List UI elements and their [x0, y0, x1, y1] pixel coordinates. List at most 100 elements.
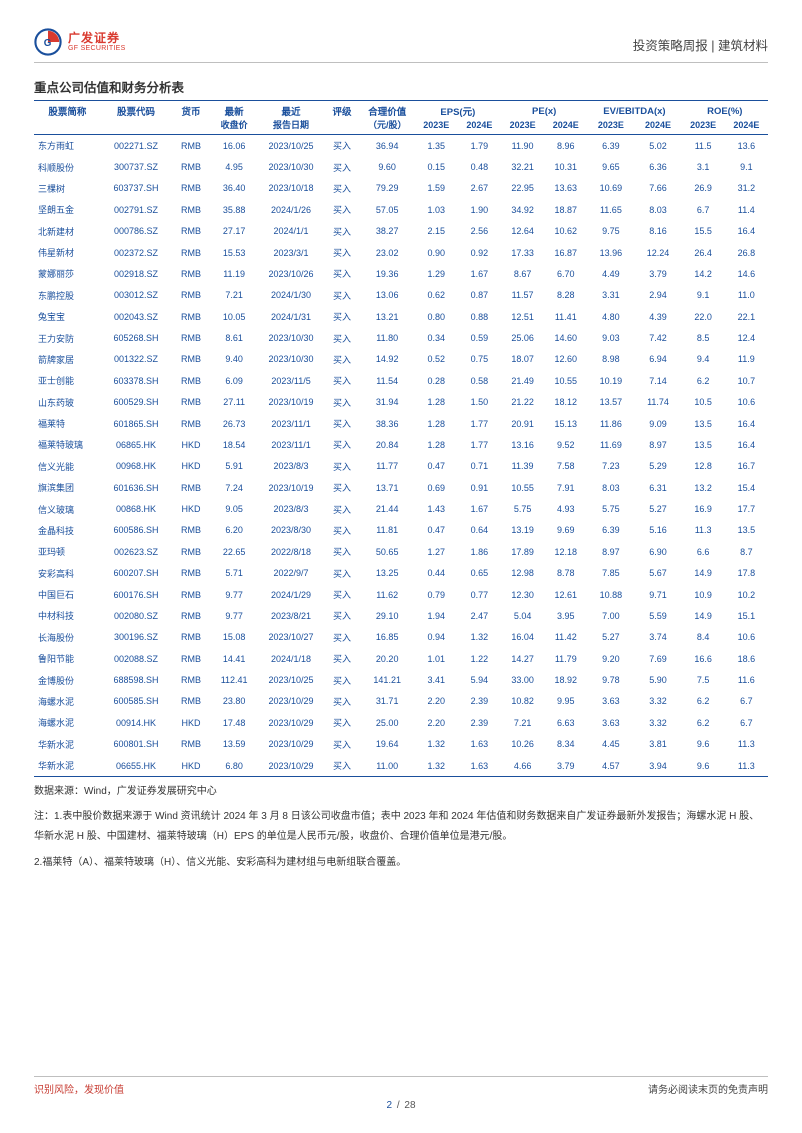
- col-sub-header: 2023E: [587, 118, 634, 135]
- table-cell: 2023/8/30: [258, 520, 325, 541]
- table-cell: 0.34: [415, 327, 458, 348]
- table-cell: 2023/10/25: [258, 135, 325, 157]
- table-cell: 2023/10/27: [258, 627, 325, 648]
- table-cell: 4.39: [634, 306, 681, 327]
- table-cell: 13.06: [360, 285, 415, 306]
- table-row: 兔宝宝002043.SZRMB10.052024/1/31买入13.210.80…: [34, 306, 768, 327]
- table-cell: 买入: [324, 477, 359, 498]
- table-row: 东方雨虹002271.SZRMB16.062023/10/25买入36.941.…: [34, 135, 768, 157]
- table-cell: 17.48: [211, 712, 258, 733]
- table-cell: RMB: [171, 520, 210, 541]
- table-cell: 31.94: [360, 392, 415, 413]
- table-cell: 26.8: [725, 242, 768, 263]
- table-cell: 11.81: [360, 520, 415, 541]
- table-cell: 9.78: [587, 669, 634, 690]
- table-cell: 5.67: [634, 563, 681, 584]
- table-row: 箭牌家居001322.SZRMB9.402023/10/30买入14.920.5…: [34, 349, 768, 370]
- table-cell: 6.31: [634, 477, 681, 498]
- table-cell: 4.45: [587, 734, 634, 755]
- table-cell: 10.55: [544, 370, 587, 391]
- table-cell: 买入: [324, 370, 359, 391]
- table-cell: 3.63: [587, 712, 634, 733]
- table-cell: 2024/1/30: [258, 285, 325, 306]
- table-row: 中国巨石600176.SHRMB9.772024/1/29买入11.620.79…: [34, 584, 768, 605]
- footer-left: 识别风险，发现价值: [34, 1081, 124, 1096]
- table-cell: 2024/1/29: [258, 584, 325, 605]
- table-cell: 22.95: [501, 178, 544, 199]
- table-cell: 16.7: [725, 456, 768, 477]
- table-cell: 31.2: [725, 178, 768, 199]
- valuation-table: 股票简称股票代码货币最新最近评级合理价值EPS(元)PE(x)EV/EBITDA…: [34, 100, 768, 777]
- table-cell: 2023/10/30: [258, 349, 325, 370]
- table-cell: 11.9: [725, 349, 768, 370]
- table-cell: 12.98: [501, 563, 544, 584]
- table-cell: 16.4: [725, 413, 768, 434]
- table-cell: RMB: [171, 178, 210, 199]
- table-cell: 13.16: [501, 434, 544, 455]
- table-cell: 1.43: [415, 498, 458, 519]
- table-cell: 买入: [324, 156, 359, 177]
- table-cell: 3.79: [544, 755, 587, 777]
- table-cell: RMB: [171, 306, 210, 327]
- col-group-header: EV/EBITDA(x): [587, 101, 681, 119]
- note-1: 注：1.表中股价数据来源于 Wind 资讯统计 2024 年 3 月 8 日该公…: [34, 807, 768, 847]
- table-cell: 1.22: [458, 648, 501, 669]
- table-cell: 35.88: [211, 199, 258, 220]
- table-cell: 9.95: [544, 691, 587, 712]
- col-sub-header: （元/股）: [360, 118, 415, 135]
- table-cell: RMB: [171, 563, 210, 584]
- table-cell: 14.6: [725, 263, 768, 284]
- table-cell: 2024/1/18: [258, 648, 325, 669]
- table-cell: 4.93: [544, 498, 587, 519]
- table-cell: 12.61: [544, 584, 587, 605]
- table-cell: RMB: [171, 370, 210, 391]
- table-cell: 买入: [324, 178, 359, 199]
- table-cell: 06865.HK: [101, 434, 172, 455]
- col-sub-header: 收盘价: [211, 118, 258, 135]
- table-cell: 002080.SZ: [101, 605, 172, 626]
- table-cell: 7.5: [682, 669, 725, 690]
- table-cell: 10.69: [587, 178, 634, 199]
- col-sub-header: 2024E: [458, 118, 501, 135]
- table-cell: 买入: [324, 456, 359, 477]
- table-cell: 0.91: [458, 477, 501, 498]
- table-cell: 11.74: [634, 392, 681, 413]
- table-cell: 10.82: [501, 691, 544, 712]
- table-row: 蒙娜丽莎002918.SZRMB11.192023/10/26买入19.361.…: [34, 263, 768, 284]
- table-cell: RMB: [171, 648, 210, 669]
- table-cell: 9.05: [211, 498, 258, 519]
- table-row: 福莱特玻璃06865.HKHKD18.542023/11/1买入20.841.2…: [34, 434, 768, 455]
- table-cell: 13.63: [544, 178, 587, 199]
- table-cell: 5.75: [501, 498, 544, 519]
- table-cell: RMB: [171, 734, 210, 755]
- table-cell: 旗滨集团: [34, 477, 101, 498]
- table-cell: 东鹏控股: [34, 285, 101, 306]
- table-cell: 16.04: [501, 627, 544, 648]
- table-cell: 00968.HK: [101, 456, 172, 477]
- table-cell: 16.06: [211, 135, 258, 157]
- table-cell: 2023/10/26: [258, 263, 325, 284]
- table-cell: 3.31: [587, 285, 634, 306]
- table-cell: 34.92: [501, 199, 544, 220]
- table-cell: 13.2: [682, 477, 725, 498]
- table-cell: 买入: [324, 669, 359, 690]
- table-row: 华新水泥06655.HKHKD6.802023/10/29买入11.001.32…: [34, 755, 768, 777]
- table-cell: 1.28: [415, 392, 458, 413]
- table-cell: 三棵树: [34, 178, 101, 199]
- table-cell: 7.91: [544, 477, 587, 498]
- table-cell: 12.8: [682, 456, 725, 477]
- table-cell: 31.71: [360, 691, 415, 712]
- table-row: 信义光能00968.HKHKD5.912023/8/3买入11.770.470.…: [34, 456, 768, 477]
- table-cell: 32.21: [501, 156, 544, 177]
- table-row: 北新建材000786.SZRMB27.172024/1/1买入38.272.15…: [34, 221, 768, 242]
- table-cell: 11.69: [587, 434, 634, 455]
- table-cell: 112.41: [211, 669, 258, 690]
- table-cell: 12.64: [501, 221, 544, 242]
- table-cell: 20.20: [360, 648, 415, 669]
- table-cell: 11.3: [725, 755, 768, 777]
- table-cell: 5.16: [634, 520, 681, 541]
- note-2: 2.福莱特（A）、福莱特玻璃（H）、信义光能、安彩高科为建材组与电新组联合覆盖。: [34, 853, 768, 873]
- table-cell: 买入: [324, 584, 359, 605]
- table-cell: 2023/10/19: [258, 477, 325, 498]
- table-cell: 2.39: [458, 691, 501, 712]
